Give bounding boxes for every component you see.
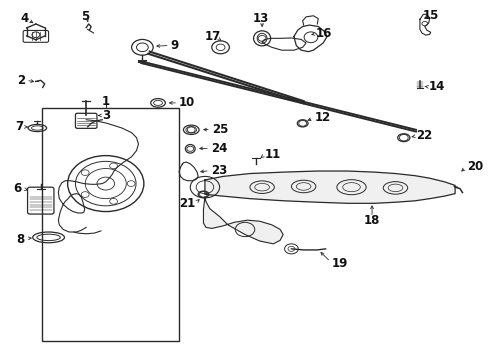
Text: 14: 14 bbox=[429, 80, 445, 93]
Text: 5: 5 bbox=[81, 10, 89, 23]
Bar bbox=[42, 108, 179, 341]
Text: 11: 11 bbox=[265, 148, 281, 161]
Text: 6: 6 bbox=[14, 183, 22, 195]
Text: 25: 25 bbox=[212, 122, 228, 136]
Polygon shape bbox=[203, 197, 283, 244]
Text: 13: 13 bbox=[253, 12, 269, 25]
Text: 16: 16 bbox=[316, 27, 332, 40]
Text: 15: 15 bbox=[422, 9, 439, 22]
Text: 19: 19 bbox=[332, 257, 348, 270]
Text: 1: 1 bbox=[102, 95, 110, 108]
Text: 22: 22 bbox=[416, 129, 432, 142]
Text: 4: 4 bbox=[20, 12, 28, 25]
Text: 23: 23 bbox=[211, 164, 227, 177]
Text: 3: 3 bbox=[102, 109, 110, 122]
Text: 12: 12 bbox=[315, 111, 331, 124]
Text: 18: 18 bbox=[364, 214, 380, 227]
Text: 2: 2 bbox=[17, 74, 25, 87]
Text: 24: 24 bbox=[211, 142, 227, 155]
Text: 17: 17 bbox=[205, 30, 221, 43]
Text: 8: 8 bbox=[16, 233, 24, 246]
Polygon shape bbox=[205, 171, 455, 203]
Text: 21: 21 bbox=[179, 197, 195, 210]
Text: 7: 7 bbox=[15, 120, 24, 133]
Text: 20: 20 bbox=[467, 160, 484, 173]
Text: 10: 10 bbox=[179, 96, 196, 109]
Text: 9: 9 bbox=[170, 39, 178, 52]
